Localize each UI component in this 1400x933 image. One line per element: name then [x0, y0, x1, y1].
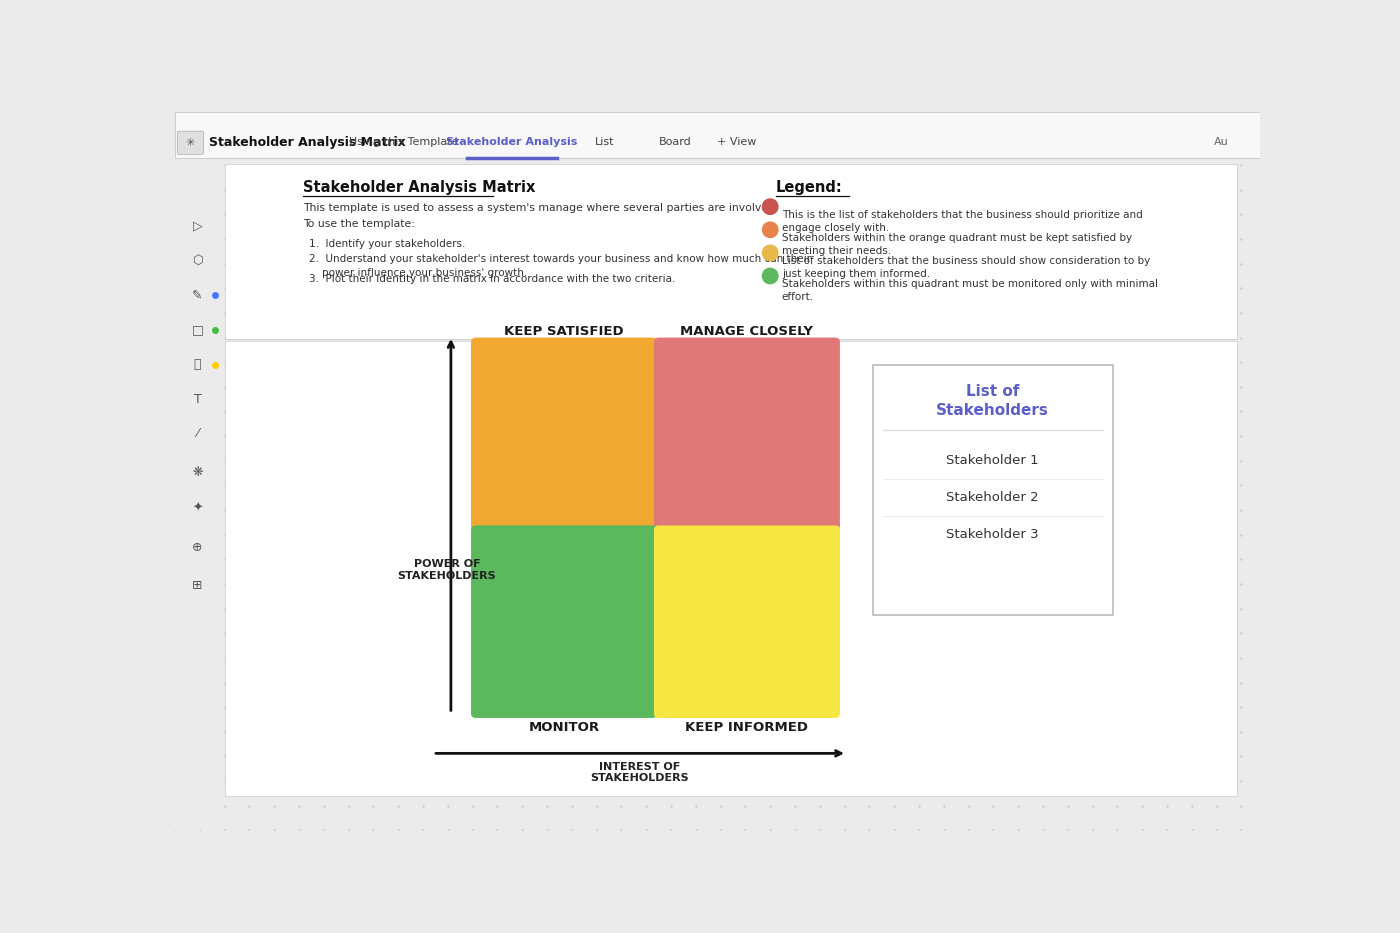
- Text: ⁄: ⁄: [196, 427, 199, 440]
- Text: This is the list of stakeholders that the business should prioritize and
engage : This is the list of stakeholders that th…: [781, 210, 1142, 232]
- Text: 2.  Understand your stakeholder's interest towards your business and know how mu: 2. Understand your stakeholder's interes…: [309, 255, 811, 278]
- Circle shape: [763, 199, 778, 215]
- Text: KEEP SATISFIED: KEEP SATISFIED: [504, 325, 624, 338]
- FancyBboxPatch shape: [470, 525, 657, 718]
- Text: This template is used to assess a system's manage where several parties are invo: This template is used to assess a system…: [302, 203, 778, 214]
- Circle shape: [763, 222, 778, 238]
- Text: Stakeholder 2: Stakeholder 2: [946, 492, 1039, 504]
- Text: 1.  Identify your stakeholders.: 1. Identify your stakeholders.: [309, 239, 465, 249]
- Text: Stakeholders within this quadrant must be monitored only with minimal
effort.: Stakeholders within this quadrant must b…: [781, 279, 1158, 302]
- FancyBboxPatch shape: [178, 132, 203, 154]
- Text: ✦: ✦: [192, 502, 203, 515]
- Text: Using this Template: Using this Template: [349, 137, 458, 147]
- Text: KEEP INFORMED: KEEP INFORMED: [686, 720, 808, 733]
- FancyBboxPatch shape: [654, 338, 840, 530]
- Text: To use the template:: To use the template:: [302, 219, 414, 230]
- Text: Stakeholder 3: Stakeholder 3: [946, 528, 1039, 541]
- Text: 🔖: 🔖: [193, 358, 202, 371]
- FancyBboxPatch shape: [175, 159, 220, 830]
- Text: INTEREST OF
STAKEHOLDERS: INTEREST OF STAKEHOLDERS: [591, 762, 689, 784]
- Text: Stakeholders within the orange quadrant must be kept satisfied by
meeting their : Stakeholders within the orange quadrant …: [781, 233, 1133, 256]
- Text: ⊞: ⊞: [192, 579, 203, 592]
- FancyBboxPatch shape: [654, 525, 840, 718]
- Text: 3.  Plot their identity in the matrix in accordance with the two criteria.: 3. Plot their identity in the matrix in …: [309, 274, 675, 285]
- Text: T: T: [193, 393, 202, 406]
- Text: List: List: [595, 137, 615, 147]
- FancyBboxPatch shape: [175, 112, 1260, 159]
- Text: ❋: ❋: [192, 466, 203, 479]
- Text: Board: Board: [658, 137, 692, 147]
- Text: ✎: ✎: [192, 288, 203, 301]
- FancyBboxPatch shape: [872, 365, 1113, 615]
- Text: ⬡: ⬡: [192, 254, 203, 267]
- Text: Stakeholder 1: Stakeholder 1: [946, 454, 1039, 467]
- FancyBboxPatch shape: [225, 341, 1236, 796]
- Text: □: □: [192, 324, 203, 337]
- Text: ▷: ▷: [193, 219, 202, 232]
- Circle shape: [763, 269, 778, 284]
- Text: Stakeholder Analysis Matrix: Stakeholder Analysis Matrix: [302, 180, 535, 195]
- Text: POWER OF
STAKEHOLDERS: POWER OF STAKEHOLDERS: [398, 559, 497, 581]
- Text: ✳: ✳: [186, 138, 195, 147]
- Text: List of stakeholders that the business should show consideration to by
just keep: List of stakeholders that the business s…: [781, 256, 1149, 279]
- Text: Legend:: Legend:: [776, 180, 843, 195]
- Text: List of
Stakeholders: List of Stakeholders: [937, 383, 1049, 417]
- FancyBboxPatch shape: [470, 338, 657, 530]
- Text: Stakeholder Analysis Matrix: Stakeholder Analysis Matrix: [209, 136, 406, 149]
- FancyBboxPatch shape: [225, 163, 1236, 339]
- Text: MONITOR: MONITOR: [528, 720, 599, 733]
- Circle shape: [763, 245, 778, 260]
- Text: Au: Au: [1214, 137, 1229, 147]
- Text: + View: + View: [717, 137, 756, 147]
- Text: MANAGE CLOSELY: MANAGE CLOSELY: [680, 325, 813, 338]
- Text: Stakeholder Analysis: Stakeholder Analysis: [447, 137, 578, 147]
- Text: ⊕: ⊕: [192, 540, 203, 553]
